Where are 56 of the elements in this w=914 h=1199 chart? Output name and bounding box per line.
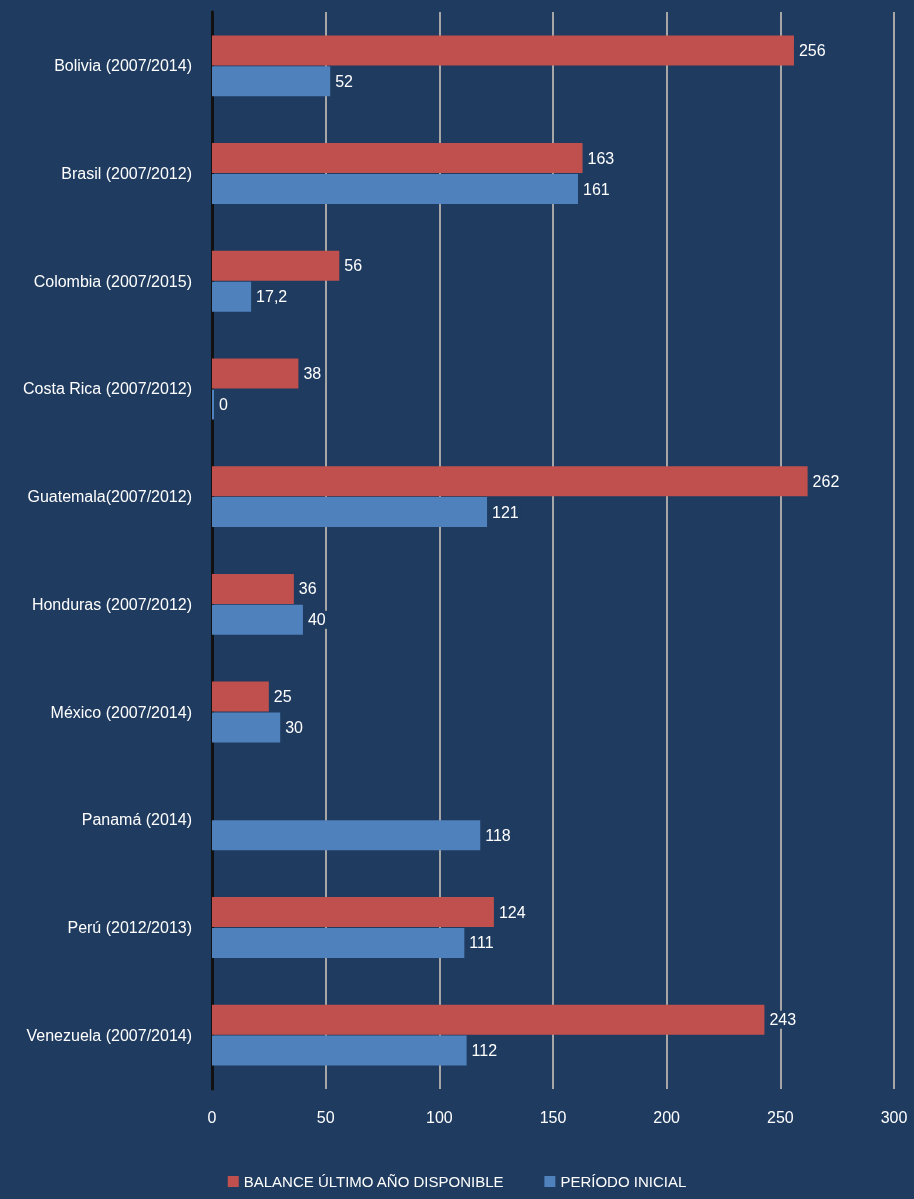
data-label: 52 [335,72,354,90]
bar [212,174,579,204]
bar [212,681,269,712]
data-label: 256 [798,41,826,59]
data-label: 161 [583,180,610,198]
bar [212,281,252,312]
x-tick-label: 300 [880,1108,908,1126]
data-label: 262 [812,472,840,490]
x-tick-label: 50 [316,1108,335,1126]
bar [212,35,794,66]
bar [212,1004,765,1035]
bar [212,250,340,281]
data-label: 40 [307,611,326,629]
x-tick-label: 150 [539,1108,567,1126]
data-label: 118 [485,826,511,844]
y-tick-label: Guatemala(2007/2012) [27,488,192,506]
legend-label: BALANCE ÚLTIMO AÑO DISPONIBLE [243,1173,504,1190]
bar [212,1035,467,1066]
legend-label: PERÍODO INICIAL [560,1173,687,1190]
x-tick-label: 200 [653,1108,681,1126]
data-label: 243 [769,1011,797,1029]
data-label: 25 [273,688,292,706]
y-tick-label: Colombia (2007/2015) [33,272,192,290]
bar [212,927,465,958]
y-tick-label: Venezuela (2007/2014) [26,1026,192,1044]
bar [212,604,303,635]
data-label: 36 [298,580,317,598]
x-tick-label: 0 [207,1108,217,1126]
y-tick-label: Panamá (2014) [81,811,192,829]
y-tick-label: Honduras (2007/2012) [31,595,192,613]
bar [212,820,481,851]
y-tick-label: Perú (2012/2013) [67,918,192,936]
data-label: 17,2 [256,288,288,306]
y-tick-label: Brasil (2007/2012) [61,165,192,183]
data-label: 38 [303,365,322,382]
x-tick-label: 250 [766,1108,794,1126]
data-label: 30 [285,719,304,736]
bar [212,466,808,497]
data-label: 56 [344,257,363,275]
x-tick-label: 100 [425,1108,453,1126]
data-label: 124 [498,903,526,921]
data-label: 112 [471,1042,498,1060]
bar [212,143,583,174]
bar [212,897,494,927]
y-tick-label: México (2007/2014) [50,703,192,721]
bar [212,358,299,389]
y-tick-label: Bolivia (2007/2014) [54,57,192,75]
bar [212,712,281,743]
bar [212,66,331,97]
data-label: 0 [219,395,228,413]
data-label: 111 [469,934,494,952]
bar [212,573,294,604]
data-label: 163 [587,149,615,167]
data-label: 121 [492,503,519,521]
y-tick-label: Costa Rica (2007/2012) [23,380,192,398]
bar [212,497,488,528]
